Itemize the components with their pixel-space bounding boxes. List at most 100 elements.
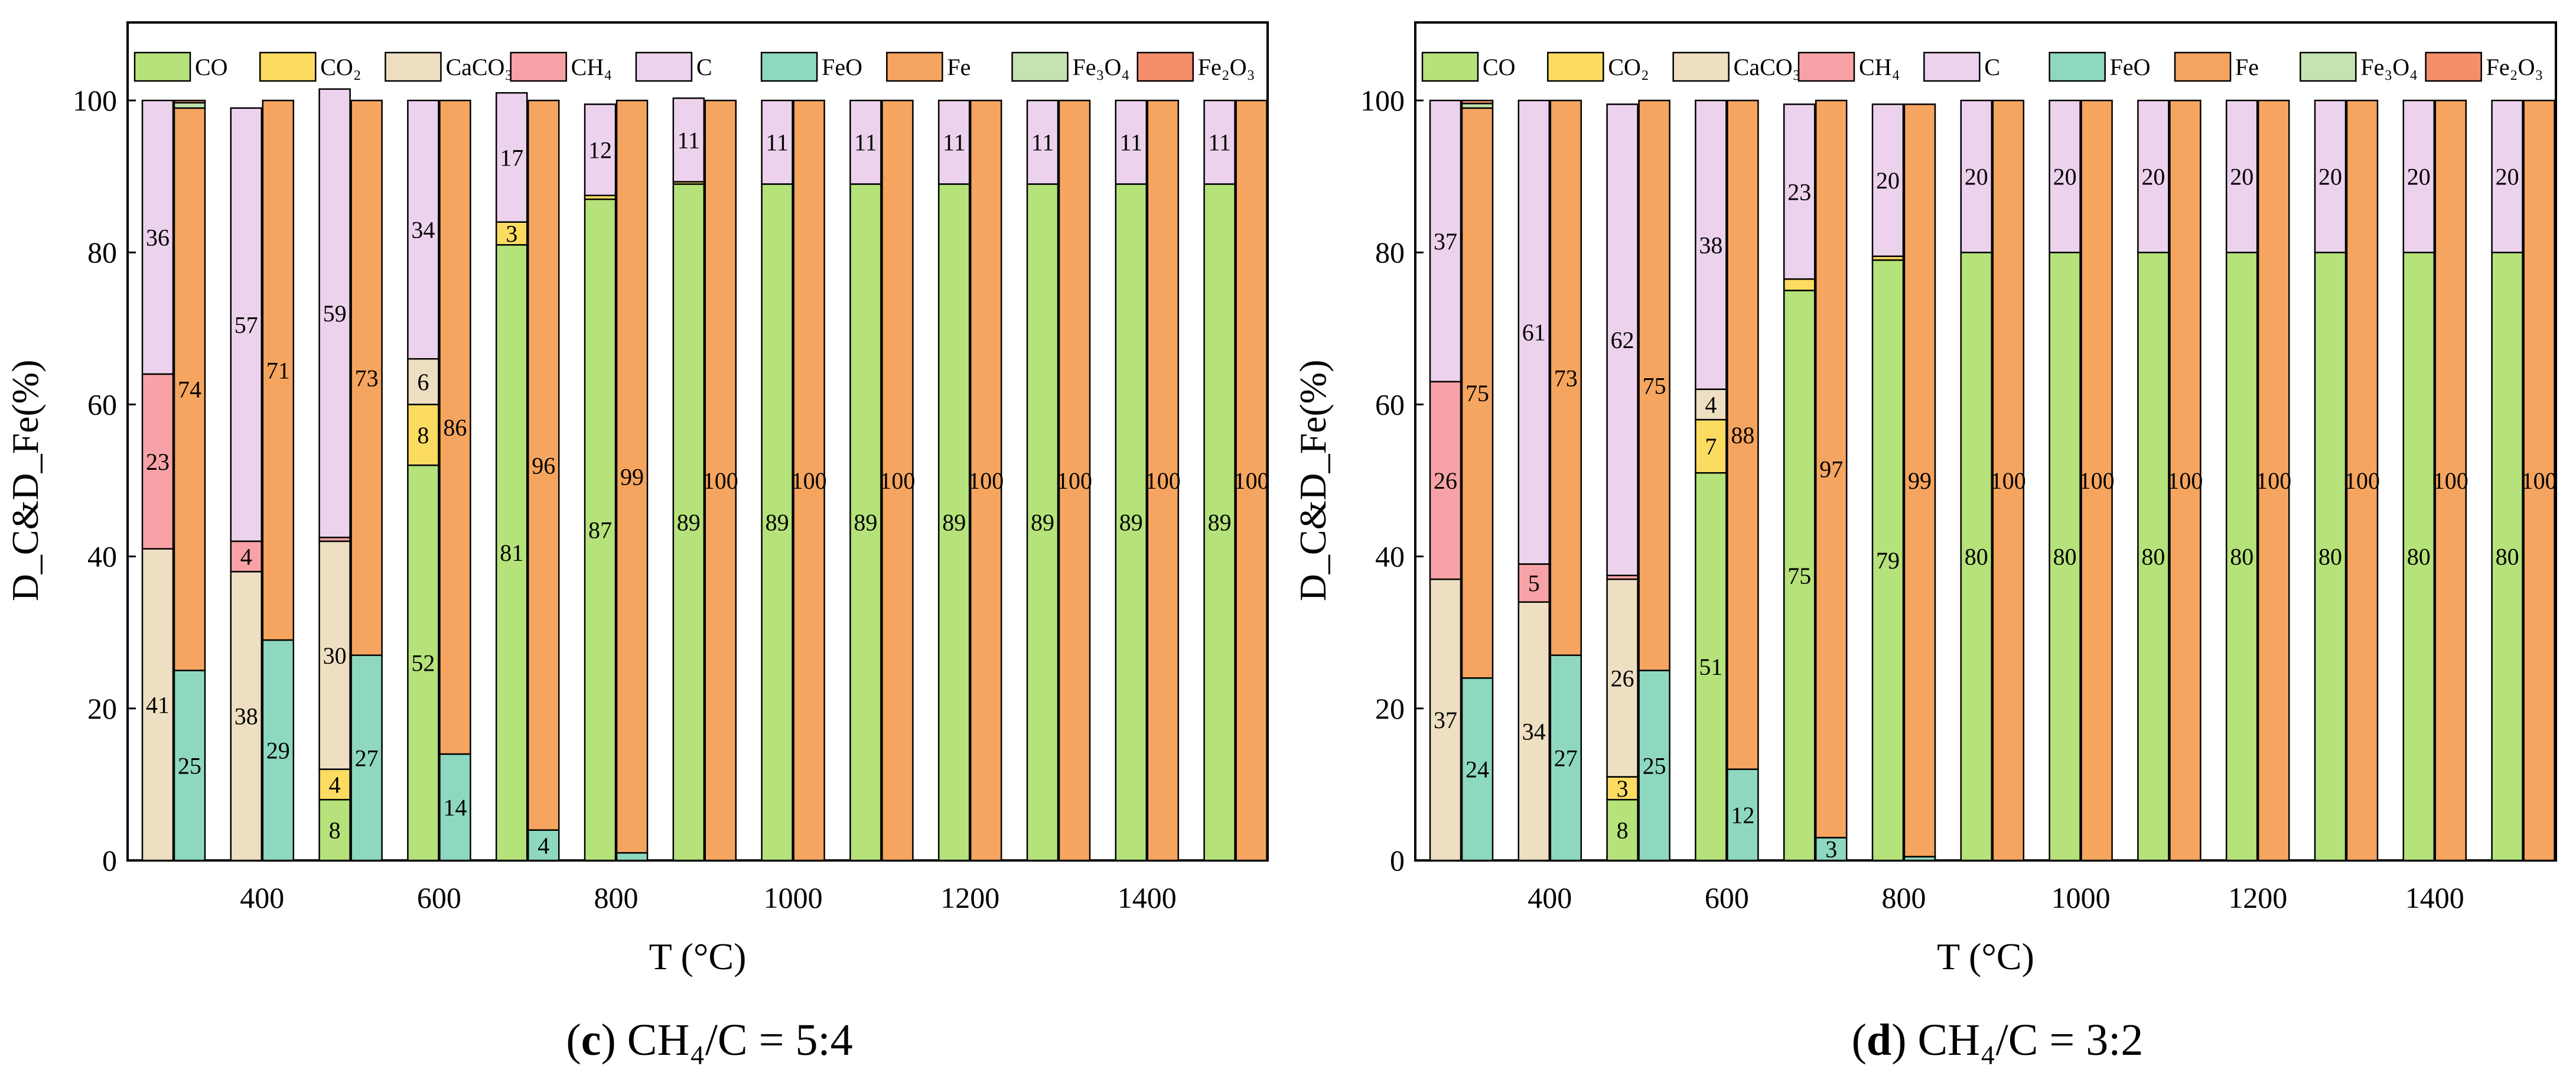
bar-carbon-c	[849, 99, 882, 185]
x-tick-label: 600	[1705, 881, 1749, 914]
bar-carbon-caco3	[230, 571, 263, 862]
data-label: 11	[854, 129, 877, 156]
data-label: 100	[968, 467, 1004, 494]
legend-swatch-c	[635, 51, 693, 82]
data-label: 75	[1643, 372, 1666, 399]
bar-iron-fe	[527, 99, 560, 831]
legend-label-fe2o3: Fe₂O₃	[1198, 54, 1255, 80]
bar-iron-feo	[1549, 654, 1582, 862]
legend-swatch-feo	[760, 51, 818, 82]
legend-label-co: CO	[1483, 54, 1516, 80]
legend-swatch-fe2o3	[1136, 51, 1194, 82]
bar-carbon-co	[2137, 251, 2170, 862]
bar-iron-fe	[2434, 99, 2467, 862]
y-tick-label: 60	[87, 388, 117, 421]
data-label: 14	[443, 794, 467, 821]
legend-label-c: C	[1984, 54, 2000, 80]
bar-iron-fe	[262, 99, 295, 641]
data-label: 11	[1031, 129, 1054, 156]
y-tick-label: 80	[87, 236, 117, 269]
bar-carbon-co	[1960, 251, 1993, 862]
y-axis-label: D_C&D_Fe(%)	[4, 360, 46, 602]
bar-iron-fe	[173, 107, 206, 671]
y-axis-label: D_C&D_Fe(%)	[1292, 360, 1334, 602]
legend-swatch-ch4	[510, 51, 567, 82]
legend-label-caco3: CaCO₃	[445, 54, 513, 80]
legend-swatch-co2	[1547, 51, 1604, 82]
data-label: 89	[1208, 509, 1232, 536]
y-tick-label: 40	[1375, 540, 1405, 573]
data-label: 96	[532, 452, 555, 479]
legend-swatch-co	[133, 51, 191, 82]
bar-carbon-co	[318, 798, 351, 862]
bar-carbon-caco3	[1517, 601, 1551, 862]
data-label: 80	[2318, 544, 2342, 570]
bar-carbon-c	[1203, 99, 1236, 185]
legend-swatch-fe	[886, 51, 943, 82]
bar-iron-fe	[350, 99, 383, 657]
data-label: 57	[235, 311, 258, 338]
data-label: 30	[323, 642, 347, 669]
legend-label-caco3: CaCO₃	[1734, 54, 1801, 80]
data-label: 20	[1965, 164, 1988, 190]
x-tick-label: 800	[1882, 881, 1926, 914]
bar-carbon-co2	[1783, 278, 1816, 291]
bar-carbon-c	[1517, 99, 1551, 565]
data-label: 74	[178, 376, 201, 403]
legend-swatch-co2	[259, 51, 317, 82]
data-label: 38	[235, 703, 258, 730]
bar-carbon-co	[2491, 251, 2523, 862]
data-label: 37	[1434, 228, 1457, 255]
data-label: 100	[1145, 467, 1181, 494]
data-label: 100	[2256, 467, 2291, 494]
y-tick-label: 60	[1375, 388, 1405, 421]
bar-carbon-c	[2137, 99, 2170, 254]
bar-iron-fe	[1815, 99, 1848, 839]
bar-iron-fe	[615, 99, 649, 854]
data-label: 27	[1554, 745, 1578, 771]
data-label: 75	[1787, 563, 1811, 589]
bar-iron-fe	[2169, 99, 2202, 862]
bar-carbon-c	[1871, 103, 1904, 257]
data-label: 5	[1528, 570, 1540, 597]
bar-iron-fe	[1549, 99, 1582, 657]
data-label: 20	[2407, 164, 2431, 190]
bar-carbon-c	[2314, 99, 2347, 254]
bar-carbon-c	[1606, 103, 1639, 576]
data-label: 86	[443, 414, 467, 441]
bar-carbon-co	[2225, 251, 2258, 862]
data-label: 80	[2407, 544, 2431, 570]
data-label: 20	[1876, 167, 1900, 194]
data-label: 23	[146, 449, 170, 475]
bar-carbon-ch4	[230, 540, 263, 573]
data-label: 62	[1611, 327, 1634, 353]
bar-carbon-co	[849, 183, 882, 862]
data-label: 81	[500, 540, 523, 566]
bar-iron-fe3o4	[173, 102, 206, 109]
bar-carbon-c	[407, 99, 439, 360]
legend-label-ch4: CH₄	[1859, 54, 1900, 80]
bar-carbon-caco3	[1606, 578, 1639, 778]
bar-carbon-co	[2049, 251, 2081, 862]
bar-iron-fe	[1903, 103, 1936, 857]
data-label: 100	[880, 467, 915, 494]
data-label: 89	[942, 509, 966, 536]
bar-carbon-co2	[1695, 418, 1727, 474]
bar-iron-fe	[1058, 99, 1091, 862]
x-tick-label: 1200	[2228, 881, 2287, 914]
bar-carbon-c	[2402, 99, 2435, 254]
bar-iron-fe	[1727, 99, 1759, 770]
legend-swatch-fe3o4	[1011, 51, 1069, 82]
data-label: 89	[854, 509, 877, 536]
data-label: 7	[1705, 433, 1717, 460]
bar-iron-fe	[2346, 99, 2379, 862]
panel-caption: (d) CH₄/C = 3:2	[1852, 1015, 2144, 1065]
legend-label-c: C	[696, 54, 712, 80]
legend-swatch-fe	[2174, 51, 2232, 82]
data-label: 3	[1617, 775, 1629, 802]
data-label: 88	[1731, 422, 1754, 449]
bar-carbon-c	[761, 99, 793, 185]
data-label: 11	[766, 129, 789, 156]
